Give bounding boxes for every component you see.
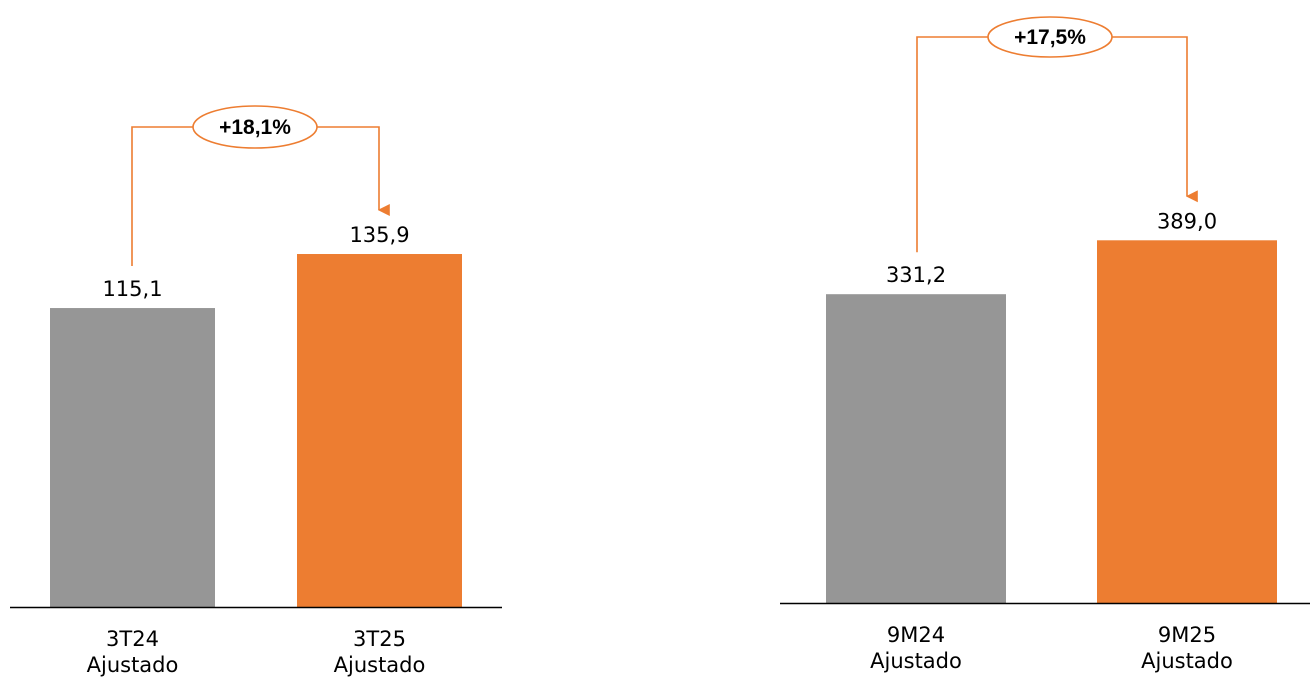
growth-badge <box>192 105 318 149</box>
bar-9m25 <box>1097 240 1277 604</box>
category-label-9m24-line2: Ajustado <box>870 649 962 673</box>
bar-9m24 <box>826 294 1006 603</box>
category-label-3t24-line1: 3T24 <box>106 627 159 651</box>
growth-percentage-label: +18,1% <box>219 116 291 139</box>
value-label-3t24: 115,1 <box>102 277 162 301</box>
category-label-9m25-line1: 9M25 <box>1158 623 1216 647</box>
value-label-3t25: 135,9 <box>349 223 409 247</box>
value-label-9m25: 389,0 <box>1157 209 1217 233</box>
category-label-9m24-line1: 9M24 <box>887 623 945 647</box>
category-label-3t25-line1: 3T25 <box>353 627 406 651</box>
growth-connector-arrow <box>916 36 1198 253</box>
growth-badge <box>987 16 1113 58</box>
growth-percentage-label: +17,5% <box>1014 26 1086 49</box>
category-label-9m25-line2: Ajustado <box>1141 649 1233 673</box>
bar-3t24 <box>50 308 215 607</box>
category-label-3t25-line2: Ajustado <box>334 653 426 677</box>
category-label-3t24-line2: Ajustado <box>87 653 179 677</box>
bar-3t25 <box>297 254 462 607</box>
value-label-9m24: 331,2 <box>886 263 946 287</box>
